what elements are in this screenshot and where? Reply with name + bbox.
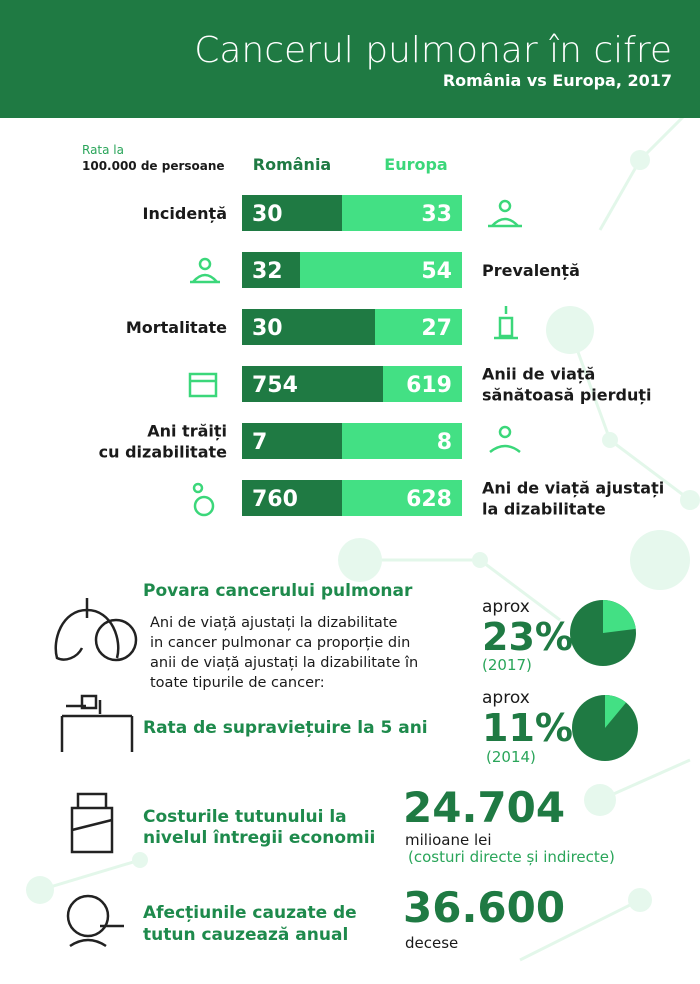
value-europa: 27 <box>421 316 452 341</box>
row-label: Ani de viață ajustați <box>482 479 664 498</box>
section-title: Povara cancerului pulmonar <box>143 581 413 601</box>
body-text: toate tipurile de cancer: <box>150 675 325 691</box>
value-romania: 760 <box>252 487 298 512</box>
bar-romania <box>242 252 300 288</box>
section-title: tutun cauzează anual <box>143 925 348 945</box>
big-number: 24.704 <box>403 783 565 832</box>
table: 30 33 Incidență 32 54 Prevalență 30 27 Mortalita… <box>99 195 664 519</box>
prefix: aprox <box>482 688 530 708</box>
body-text: in cancer pulmonar ca proporție din <box>150 635 410 651</box>
percent: 23% <box>482 615 573 659</box>
row-label: Anii de viață <box>482 365 595 384</box>
body-text: Ani de viață ajustați la dizabilitate <box>150 615 398 631</box>
value-romania: 754 <box>252 373 298 398</box>
pie-slice <box>605 695 627 728</box>
percent: 11% <box>482 706 573 750</box>
background-network <box>26 108 700 962</box>
rate-label: Rata la <box>82 143 124 157</box>
value-europa: 54 <box>421 259 452 284</box>
value-europa: 8 <box>437 430 452 455</box>
bar-romania <box>242 480 342 516</box>
title: Cancerul pulmonar în cifre <box>194 30 672 71</box>
bar-romania <box>242 195 342 231</box>
row-label: la dizabilitate <box>482 500 606 519</box>
bar-romania <box>242 423 342 459</box>
section-title: Rata de supraviețuire la 5 ani <box>143 718 428 738</box>
value-romania: 30 <box>252 202 283 227</box>
icons <box>54 199 522 948</box>
value-europa: 619 <box>406 373 452 398</box>
section-title: Afecțiunile cauzate de <box>143 903 357 923</box>
rate-label: 100.000 de persoane <box>82 159 225 173</box>
prefix: aprox <box>482 597 530 617</box>
header-band <box>0 0 700 118</box>
row-label: Incidență <box>143 204 227 223</box>
unit: decese <box>405 934 458 952</box>
value-romania: 7 <box>252 430 267 455</box>
value-romania: 32 <box>252 259 283 284</box>
row-label: Prevalență <box>482 261 580 280</box>
row-label: Ani trăiți <box>147 422 227 441</box>
section-title: Costurile tutunului la <box>143 807 347 827</box>
row-label: Mortalitate <box>126 318 227 337</box>
value-romania: 30 <box>252 316 283 341</box>
bar-romania <box>242 366 383 402</box>
value-europa: 33 <box>421 202 452 227</box>
column-header: România <box>253 155 331 174</box>
bar-romania <box>242 309 375 345</box>
body-text: anii de viață ajustați la dizabilitate î… <box>150 655 418 671</box>
row-label: sănătoasă pierduți <box>482 386 652 405</box>
year: (2014) <box>486 748 536 766</box>
pie-slice <box>603 600 636 633</box>
row-label: cu dizabilitate <box>99 443 227 462</box>
value-europa: 628 <box>406 487 452 512</box>
unit: milioane lei <box>405 831 492 849</box>
year: (2017) <box>482 656 532 674</box>
note: (costuri directe și indirecte) <box>408 848 615 866</box>
column-header: Europa <box>384 155 447 174</box>
section-title: nivelul întregii economii <box>143 828 375 848</box>
subtitle: România vs Europa, 2017 <box>443 71 672 90</box>
big-number: 36.600 <box>403 883 565 932</box>
